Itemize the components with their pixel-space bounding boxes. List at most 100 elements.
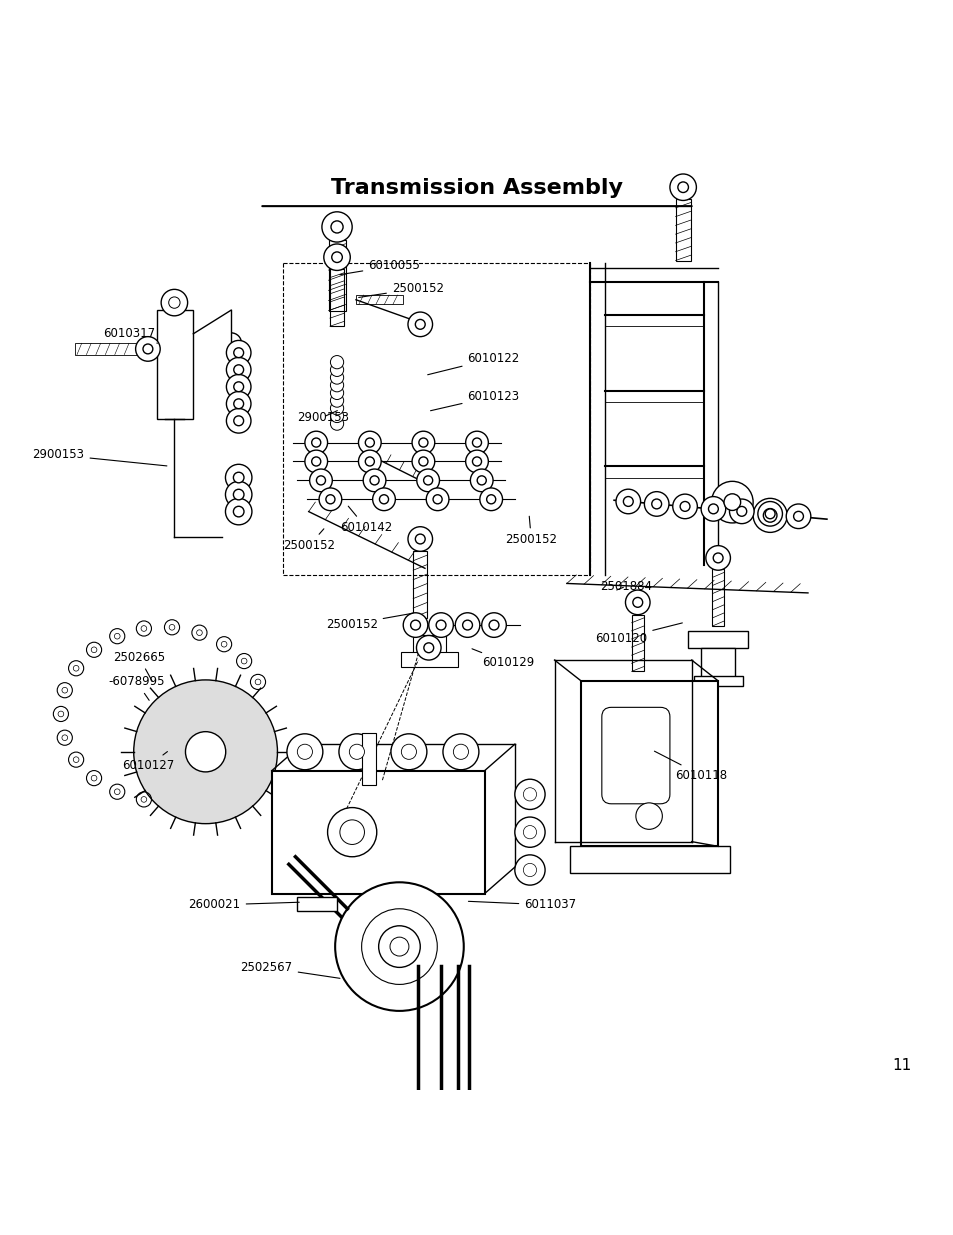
Circle shape	[135, 337, 160, 361]
Circle shape	[233, 399, 243, 409]
Bar	[700, 648, 735, 680]
Text: -6078995: -6078995	[108, 676, 165, 700]
Circle shape	[472, 457, 481, 466]
Circle shape	[91, 647, 97, 652]
Circle shape	[479, 488, 502, 510]
Circle shape	[349, 745, 364, 760]
Circle shape	[465, 431, 488, 454]
Text: 6010122: 6010122	[427, 352, 519, 374]
Circle shape	[330, 356, 343, 369]
Circle shape	[233, 348, 243, 358]
Circle shape	[423, 475, 433, 485]
Circle shape	[442, 734, 478, 769]
Circle shape	[233, 472, 244, 483]
Circle shape	[305, 431, 327, 454]
Circle shape	[436, 620, 445, 630]
Circle shape	[426, 488, 449, 510]
Circle shape	[114, 789, 120, 794]
Circle shape	[169, 296, 180, 309]
Text: 2500152: 2500152	[358, 282, 443, 298]
Circle shape	[472, 438, 481, 447]
Text: 6010055: 6010055	[339, 259, 419, 274]
Circle shape	[757, 501, 781, 526]
Bar	[580, 680, 718, 846]
Circle shape	[225, 499, 252, 525]
Circle shape	[515, 779, 544, 809]
Circle shape	[643, 492, 668, 516]
Circle shape	[416, 469, 439, 492]
Circle shape	[225, 482, 252, 508]
Circle shape	[455, 613, 479, 637]
Text: 2502665: 2502665	[112, 651, 165, 682]
Circle shape	[736, 506, 746, 516]
Circle shape	[330, 394, 343, 408]
Circle shape	[332, 252, 342, 263]
Circle shape	[401, 745, 416, 760]
Circle shape	[73, 757, 79, 762]
Text: 2500152: 2500152	[505, 516, 557, 546]
Bar	[355, 295, 403, 305]
Circle shape	[408, 312, 432, 337]
Circle shape	[226, 357, 251, 382]
Circle shape	[723, 494, 740, 510]
Circle shape	[321, 212, 352, 242]
Bar	[361, 732, 375, 785]
Circle shape	[141, 797, 147, 803]
Circle shape	[651, 499, 660, 509]
Circle shape	[233, 364, 243, 374]
Text: 11: 11	[892, 1058, 911, 1073]
Circle shape	[331, 221, 343, 233]
Circle shape	[669, 174, 696, 200]
Bar	[413, 551, 427, 618]
Circle shape	[196, 630, 202, 636]
Circle shape	[433, 495, 441, 504]
Bar	[297, 898, 336, 910]
Circle shape	[241, 658, 247, 664]
Circle shape	[305, 450, 327, 473]
Circle shape	[363, 469, 386, 492]
Circle shape	[327, 808, 376, 857]
Circle shape	[679, 501, 689, 511]
Text: 6010118: 6010118	[654, 751, 727, 782]
Circle shape	[185, 731, 226, 772]
Circle shape	[418, 438, 428, 447]
Text: 2500152: 2500152	[325, 614, 413, 631]
Text: 2600021: 2600021	[189, 899, 299, 911]
Circle shape	[233, 506, 244, 517]
Circle shape	[486, 495, 496, 504]
Circle shape	[428, 613, 453, 637]
Circle shape	[632, 598, 642, 608]
Circle shape	[225, 464, 252, 490]
Bar	[693, 676, 742, 685]
Circle shape	[391, 734, 426, 769]
Circle shape	[330, 379, 343, 391]
Circle shape	[226, 391, 251, 416]
Circle shape	[335, 882, 463, 1011]
Circle shape	[62, 688, 68, 693]
Circle shape	[169, 625, 174, 630]
Circle shape	[358, 450, 381, 473]
Circle shape	[412, 450, 435, 473]
Bar	[157, 310, 193, 419]
Circle shape	[326, 495, 335, 504]
Bar	[569, 846, 730, 873]
Circle shape	[403, 613, 427, 637]
Circle shape	[785, 504, 810, 529]
Circle shape	[378, 926, 420, 967]
Circle shape	[133, 680, 277, 824]
Circle shape	[470, 469, 493, 492]
Circle shape	[365, 457, 374, 466]
Circle shape	[287, 734, 322, 769]
Circle shape	[254, 679, 260, 684]
Bar	[413, 635, 445, 656]
Circle shape	[515, 855, 544, 885]
Circle shape	[705, 546, 730, 571]
Circle shape	[62, 735, 68, 741]
Circle shape	[330, 417, 343, 430]
Circle shape	[370, 475, 378, 485]
Circle shape	[752, 499, 786, 532]
Circle shape	[310, 469, 332, 492]
Circle shape	[226, 409, 251, 433]
Text: 2501884: 2501884	[599, 579, 651, 593]
Circle shape	[58, 711, 64, 716]
